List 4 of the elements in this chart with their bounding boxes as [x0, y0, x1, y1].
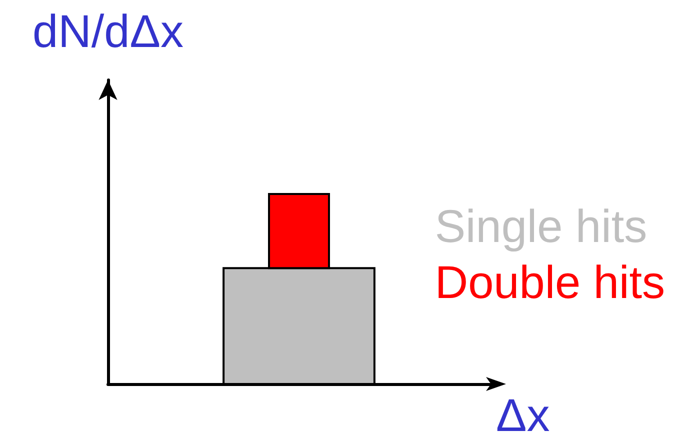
y-axis-title: dN/dΔx [32, 5, 184, 57]
x-axis-title: Δx [496, 389, 550, 441]
text: Double hits [434, 256, 666, 308]
series-label: Single hits [434, 200, 648, 252]
